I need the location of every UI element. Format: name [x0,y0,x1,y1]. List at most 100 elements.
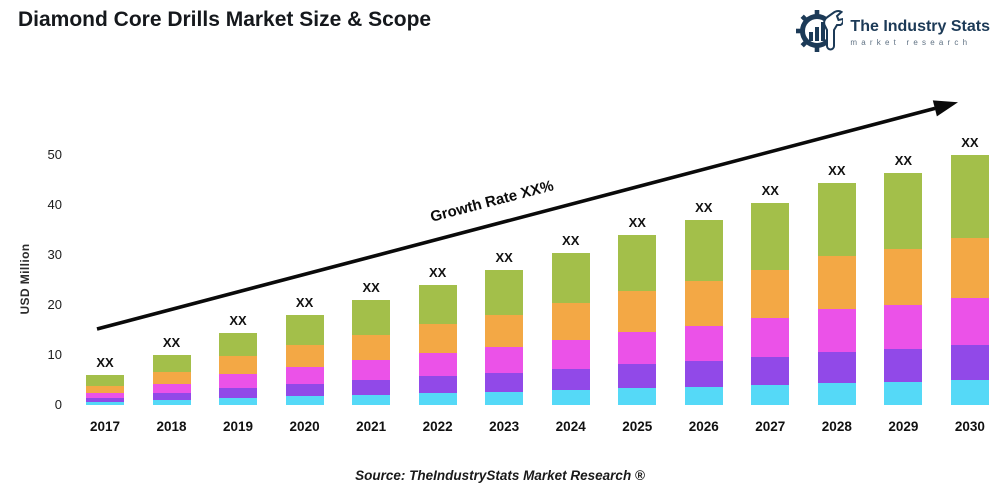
stacked-bar-2020 [285,315,324,405]
stacked-bar-2028 [817,182,856,405]
bar-value-label: XX [695,200,713,215]
bar-segment-series-cyan-bottom [684,386,723,405]
stacked-bar-2026 [684,220,723,405]
bar-value-label: XX [162,335,181,350]
bar-segment-series-green-top [86,375,124,386]
bar-segment-series-green-top [352,300,391,335]
bar-segment-series-cyan-bottom [352,394,391,405]
bar-segment-series-green-top [817,182,856,256]
bar-segment-series-orange [285,345,324,367]
stacked-bar-2027 [751,202,790,405]
stacked-bar-2017 [86,375,124,405]
bar-segment-series-magenta [551,339,590,369]
bar-segment-series-green-top [618,235,657,291]
x-tick-label-2030: 2030 [954,419,985,434]
bar-segment-series-purple [684,360,723,387]
bar-segment-series-magenta [751,318,790,357]
bar-value-label: XX [362,280,380,295]
bar-segment-series-orange [884,249,923,305]
bar-segment-series-orange [352,335,391,360]
bar-segment-series-magenta [152,383,191,393]
bar-value-label: XX [229,312,247,328]
bar-segment-series-green-top [884,172,923,249]
x-tick-label-2017: 2017 [89,419,121,434]
bar-segment-series-green-top [285,315,324,345]
x-tick-label-2018: 2018 [156,419,187,434]
bar-segment-series-purple [751,356,790,385]
y-tick-label: 40 [47,197,62,212]
bar-segment-series-cyan-bottom [751,385,790,405]
y-tick-label: 20 [47,297,62,312]
bar-value-label: XX [961,135,979,150]
bar-segment-series-purple [219,387,258,398]
bar-segment-series-orange [551,303,590,340]
bar-segment-series-cyan-bottom [86,402,124,405]
bar-segment-series-orange [817,255,856,309]
bar-value-label: XX [894,152,913,168]
bar-segment-series-magenta [285,366,324,384]
bar-segment-series-cyan-bottom [618,388,657,405]
bar-segment-series-orange [219,356,258,374]
bar-segment-series-magenta [418,353,457,376]
bar-segment-series-magenta [884,305,923,349]
y-tick-label: 50 [47,147,62,162]
bar-segment-series-orange [684,281,723,326]
stacked-bar-2022 [418,285,457,405]
bar-segment-series-cyan-bottom [152,400,191,405]
bar-segment-series-purple [152,393,191,400]
bar-segment-series-cyan-bottom [817,382,856,405]
x-tick-label-2020: 2020 [289,419,320,434]
x-tick-label-2026: 2026 [688,419,719,434]
y-tick-label: 0 [54,397,62,412]
y-tick-label: 30 [47,247,62,262]
bar-segment-series-purple [950,345,989,380]
bar-segment-series-purple [485,372,524,392]
brand-name: The Industry Stats [850,18,990,36]
bar-segment-series-purple [285,383,324,396]
stacked-bar-2018 [152,355,191,405]
bar-segment-series-magenta [86,392,124,398]
bar-segment-series-green-top [551,252,590,303]
x-tick-label-2022: 2022 [422,419,453,434]
bar-segment-series-green-top [219,332,258,356]
bar-value-label: XX [628,215,646,230]
x-tick-label-2019: 2019 [223,419,254,434]
bar-value-label: XX [495,250,513,265]
x-tick-label-2029: 2029 [888,419,919,434]
bar-segment-series-cyan-bottom [884,381,923,405]
bar-value-label: XX [96,355,114,370]
bar-value-label: XX [761,182,779,198]
gear-wrench-chart-icon [795,8,845,59]
x-tick-label-2021: 2021 [356,419,387,434]
bar-value-label: XX [428,265,447,280]
bar-segment-series-orange [950,237,989,298]
bar-segment-series-orange [618,290,657,332]
bar-segment-series-cyan-bottom [485,391,524,405]
bar-segment-series-purple [86,398,124,402]
stacked-bar-2021 [352,300,391,405]
bar-segment-series-orange [152,371,191,384]
bar-segment-series-purple [352,380,391,395]
x-tick-label-2023: 2023 [489,419,520,434]
bar-segment-series-green-top [152,355,191,372]
bar-segment-series-cyan-bottom [551,390,590,405]
bar-segment-series-orange [751,269,790,318]
bar-segment-series-magenta [219,373,258,388]
stacked-bar-2023 [485,270,524,405]
bar-segment-series-cyan-bottom [418,393,457,405]
source-caption: Source: TheIndustryStats Market Research… [355,468,645,483]
x-tick-label-2027: 2027 [755,419,786,434]
bar-segment-series-purple [418,376,457,393]
x-tick-label-2028: 2028 [821,419,852,434]
x-tick-label-2025: 2025 [622,419,653,434]
bar-segment-series-cyan-bottom [950,380,989,405]
stacked-bar-2024 [551,252,590,405]
x-tick-label-2024: 2024 [555,419,586,434]
bar-segment-series-purple [884,349,923,382]
stacked-bar-2029 [884,172,923,405]
y-tick-label: 10 [47,347,62,362]
bar-segment-series-green-top [418,285,457,324]
bar-segment-series-green-top [684,220,723,281]
bar-segment-series-magenta [950,297,989,345]
